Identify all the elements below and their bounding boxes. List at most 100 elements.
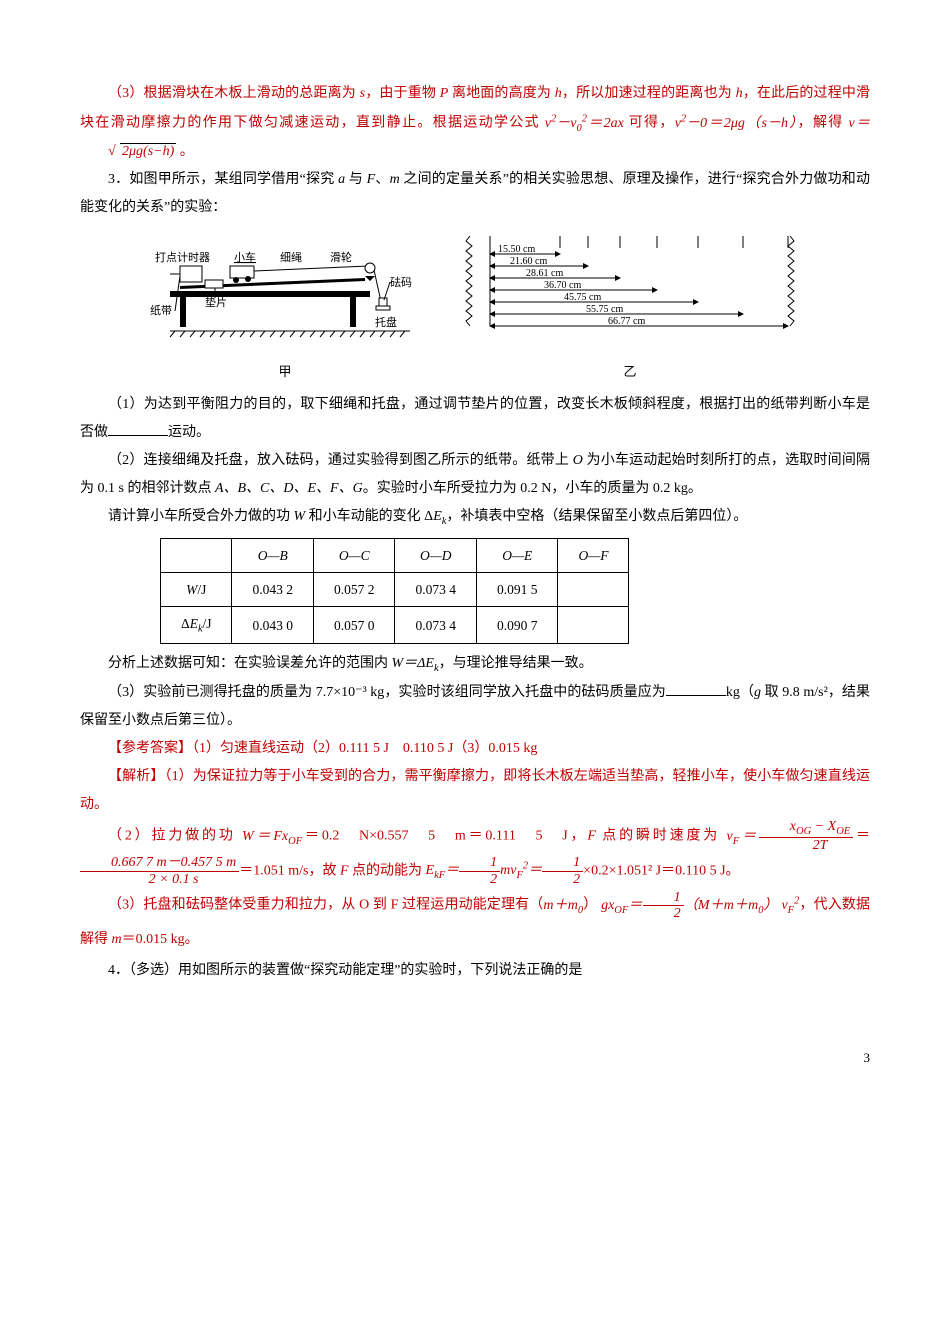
col: O—F <box>578 548 608 563</box>
cell: 0.057 0 <box>313 607 395 644</box>
svg-text:O: O <box>486 236 495 237</box>
num: 1 <box>542 855 583 871</box>
svg-text:B: B <box>584 236 592 237</box>
answer-line: 【参考答案】（1）匀速直线运动（2）0.111 5 J 0.110 5 J（3）… <box>80 735 870 763</box>
cell <box>558 607 629 644</box>
eq-conc: W＝ΔEk <box>392 656 439 671</box>
svg-text:66.77 cm: 66.77 cm <box>608 316 645 327</box>
svg-text:C: C <box>616 236 625 237</box>
svg-text:E: E <box>693 236 702 237</box>
txt: kg（ <box>726 685 754 700</box>
svg-text:15.50 cm: 15.50 cm <box>498 244 535 255</box>
blank-2 <box>666 681 726 696</box>
figure-jia: 打点计时器 小车 细绳 滑轮 垫片 砝码 纸带 托盘 甲 <box>150 236 420 385</box>
cell: 0.091 5 <box>476 573 558 607</box>
var-h: h <box>555 86 562 101</box>
figure-yi: O A B C D E F G 15.50 cm 21.60 cm 28.61 … <box>460 236 800 385</box>
txt: （3）托盘和砝码整体受重力和拉力，从 O 到 F 过程运用动能定理有（ <box>108 898 543 913</box>
fig-yi-caption: 乙 <box>460 359 800 385</box>
question-2b: 请计算小车所受合外力做的功 W 和小车动能的变化 ΔEk，补填表中空格（结果保留… <box>80 503 870 532</box>
cell: 0.043 2 <box>232 573 314 607</box>
var-g: g <box>754 685 761 700</box>
svg-text:36.70 cm: 36.70 cm <box>544 280 581 291</box>
table-row: ΔEk/J 0.043 0 0.057 0 0.073 4 0.090 7 <box>161 607 629 644</box>
blank-1 <box>108 421 168 436</box>
var-Ek: Ek <box>433 509 446 524</box>
txt: 运动。 <box>168 425 210 440</box>
txt: ，所以加速过程的距离也为 <box>562 86 736 101</box>
eq-gx: gxOF＝ <box>597 898 642 913</box>
lbl-rope: 细绳 <box>280 250 302 264</box>
den: 2 <box>459 872 500 887</box>
lbl-tray: 托盘 <box>375 315 397 329</box>
col: O—B <box>258 548 288 563</box>
cell: 0.073 4 <box>395 573 477 607</box>
question-1: （1）为达到平衡阻力的目的，取下细绳和托盘，通过调节垫片的位置，改变长木板倾斜程… <box>80 391 870 447</box>
txt: 可得， <box>624 116 675 131</box>
figures-row: 打点计时器 小车 细绳 滑轮 垫片 砝码 纸带 托盘 甲 O A B C D <box>80 236 870 385</box>
problem-3-stem: 3．如图甲所示，某组同学借用“探究 a 与 F、m 之间的定量关系”的相关实验思… <box>80 166 870 222</box>
th <box>161 539 232 573</box>
txt: 。 <box>176 144 194 159</box>
col: O—C <box>339 548 370 563</box>
svg-text:55.75 cm: 55.75 cm <box>586 304 623 315</box>
txt: ，解得 <box>798 116 849 131</box>
svg-text:G: G <box>782 236 791 237</box>
col: O—D <box>420 548 452 563</box>
cell: 0.073 4 <box>395 607 477 644</box>
var-h: h <box>736 86 743 101</box>
txt: ×0.2×1.051² J＝0.110 5 J。 <box>583 863 739 878</box>
cell: 0.057 2 <box>313 573 395 607</box>
table-row: W/J 0.043 2 0.057 2 0.073 4 0.091 5 <box>161 573 629 607</box>
den: 2 <box>542 872 583 887</box>
txt: ＝1.051 m/s，故 <box>239 863 340 878</box>
var-W: W <box>294 509 306 524</box>
th: O—B <box>232 539 314 573</box>
eq-mv2: mvF2＝ <box>500 863 542 878</box>
solution-2: （2）拉力做的功 W＝FxOF＝0.2 N×0.557 5 m＝0.111 5 … <box>80 819 870 888</box>
svg-text:F: F <box>738 236 747 237</box>
eq-EkF: EkF＝ <box>426 863 460 878</box>
var-O: O <box>573 453 583 468</box>
svg-text:28.61 cm: 28.61 cm <box>526 268 563 279</box>
problem-4-stem: 4．（多选）用如图所示的装置做“探究动能定理”的实验时，下列说法正确的是 <box>80 957 870 985</box>
txt: ＝0.015 kg。 <box>122 932 199 947</box>
th: O—E <box>476 539 558 573</box>
fig-jia-caption: 甲 <box>150 359 420 385</box>
txt: （1）为保证拉力等于小车受到的合力，需平衡摩擦力，即将长木板左端适当垫高，轻推小… <box>80 769 870 812</box>
num: 1 <box>459 855 500 871</box>
var-m2: m <box>112 932 122 947</box>
var-F3: F <box>340 863 349 878</box>
th: O—D <box>395 539 477 573</box>
table-row: O—B O—C O—D O—E O—F <box>161 539 629 573</box>
txt: ，由于重物 <box>365 86 440 101</box>
question-3: （3）实验前已测得托盘的质量为 7.7×10⁻³ kg，实验时该组同学放入托盘中… <box>80 679 870 735</box>
eq-vF: vF＝ <box>726 829 758 844</box>
lbl-car: 小车 <box>234 250 256 264</box>
points-list: A、B、C、D、E、F、G <box>215 481 363 496</box>
th: O—F <box>558 539 629 573</box>
txt: ＝0.2 N×0.557 5 m＝0.111 5 J， <box>302 829 587 844</box>
var-F: F <box>367 172 376 187</box>
tape-diagram: O A B C D E F G 15.50 cm 21.60 cm 28.61 … <box>460 236 800 346</box>
frac-vF-num: 0.667 7 m－0.457 5 m2 × 0.1 s <box>80 855 239 887</box>
den: 2 × 0.1 s <box>80 872 239 887</box>
svg-text:21.60 cm: 21.60 cm <box>510 256 547 267</box>
table-conclusion: 分析上述数据可知：在实验误差允许的范围内 W＝ΔEk，与理论推导结果一致。 <box>80 650 870 679</box>
var-m: m <box>390 172 400 187</box>
svg-text:D: D <box>652 236 662 237</box>
txt: 与 <box>345 172 367 187</box>
txt: 。实验时小车所受拉力为 0.2 N，小车的质量为 0.2 kg。 <box>363 481 702 496</box>
question-2a: （2）连接细绳及托盘，放入砝码，通过实验得到图乙所示的纸带。纸带上 O 为小车运… <box>80 447 870 503</box>
frac-vF: xOG − XOE2T <box>759 819 853 854</box>
data-table: O—B O—C O—D O—E O—F W/J 0.043 2 0.057 2 … <box>160 538 629 644</box>
row-label: W/J <box>161 573 232 607</box>
txt: ） <box>583 898 597 913</box>
var-F2: F <box>587 829 596 844</box>
num: 0.667 7 m－0.457 5 m <box>80 855 239 871</box>
txt: 、 <box>375 172 389 187</box>
lbl-pad: 垫片 <box>205 295 227 309</box>
txt: （3）实验前已测得托盘的质量为 7.7×10⁻³ kg，实验时该组同学放入托盘中… <box>108 685 666 700</box>
cell: 0.043 0 <box>232 607 314 644</box>
txt: （2）拉力做的功 <box>108 829 242 844</box>
